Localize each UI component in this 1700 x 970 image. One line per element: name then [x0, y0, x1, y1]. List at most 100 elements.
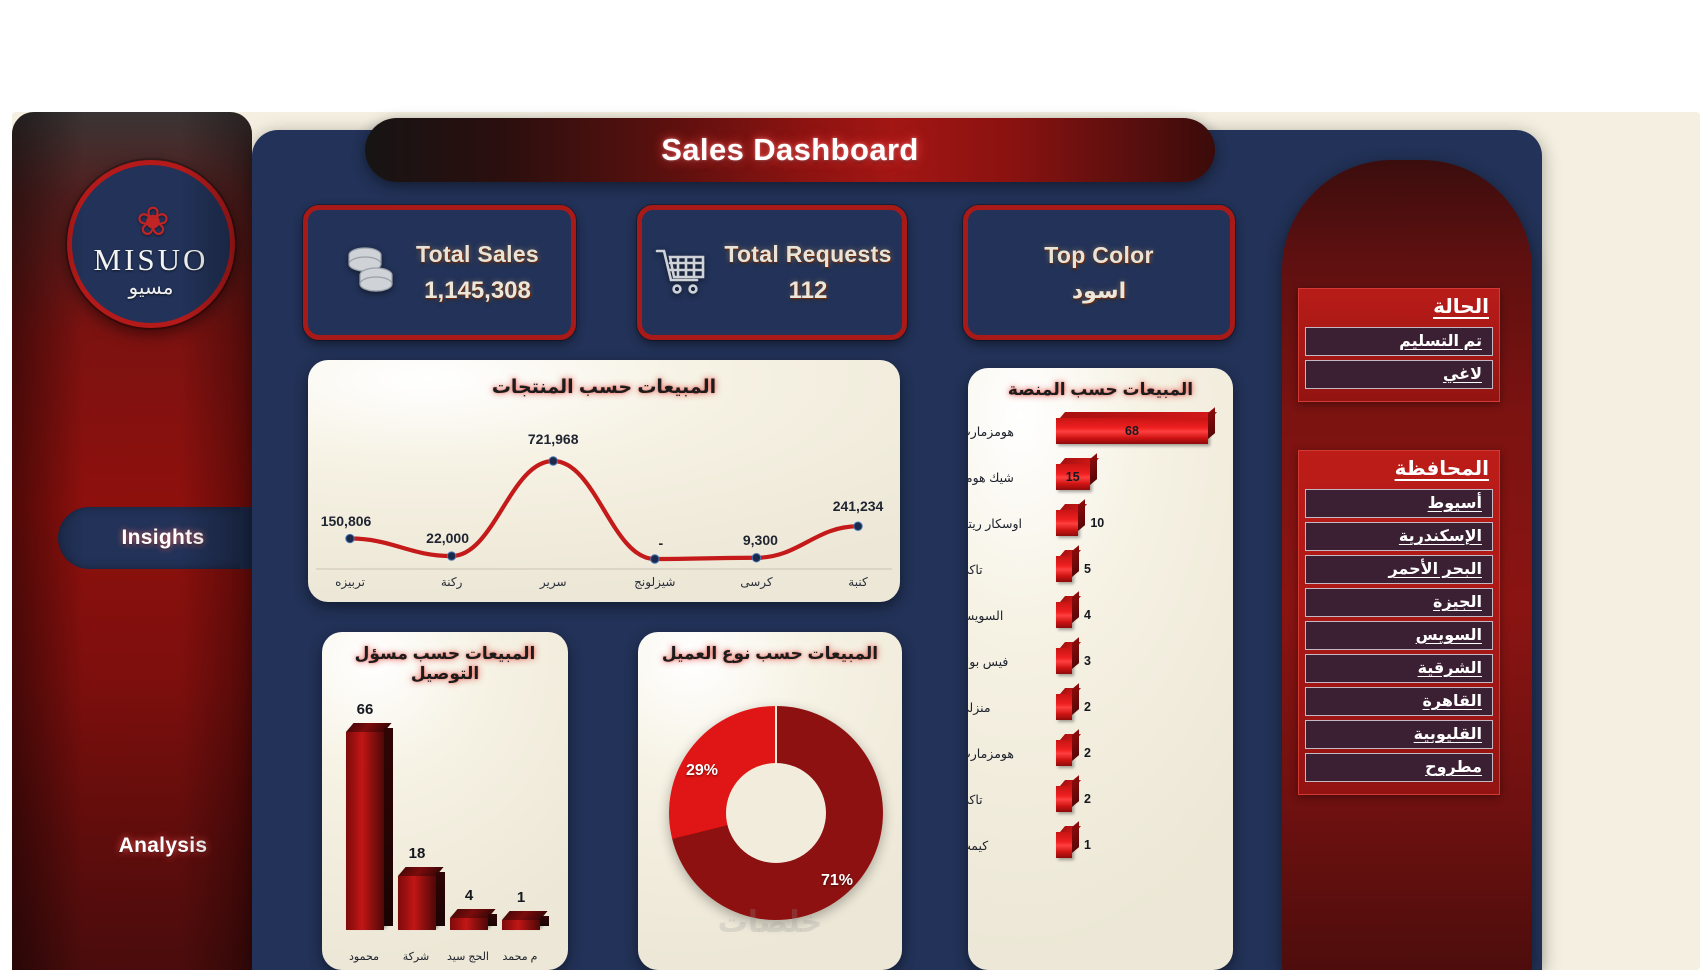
slicer-governorate-item-7[interactable]: القليوبية [1305, 720, 1493, 749]
kpi-label-total-sales: Total Sales [415, 240, 540, 267]
slicer-governorate-item-8[interactable]: مطروح [1305, 753, 1493, 782]
platform-row-8[interactable]: تاكى 2 [968, 776, 1233, 822]
platform-value-1: 15 [1065, 470, 1080, 484]
page-title-text: Sales Dashboard [661, 132, 919, 167]
donut-chart-plot: 29% 71% خلصات [638, 664, 902, 954]
platform-bar-7 [1056, 740, 1072, 766]
kpi-card-total-sales[interactable]: Total Sales 1,145,308 [303, 205, 576, 340]
kpi-value-total-requests: 112 [788, 276, 828, 304]
chart-sales-by-customer-type[interactable]: المبيعات حسب نوع العميل 29% 71% خلصات [638, 632, 902, 970]
slicer-status-title: الحالة [1433, 296, 1489, 318]
platform-bar-1: 15 [1056, 464, 1090, 490]
column-chart-plot: 66 محمود 18 شركة 4 الحج سيد 1 م محمد [322, 684, 568, 970]
platform-bar-6 [1056, 694, 1072, 720]
platform-bar-9 [1056, 832, 1072, 858]
platform-row-7[interactable]: هومزمارت 2 [968, 730, 1233, 776]
platform-label-5: فيس بوك [968, 654, 1009, 669]
line-chart-plot: 150,806 تربيزه 22,000 ركنة 721,968 سرير - شيزلو… [308, 399, 900, 599]
left-navigation-rail: ❀ MISUO مسيو Insights Analysis [12, 112, 252, 970]
column-category-3: م محمد [502, 951, 538, 964]
sidebar-item-analysis-label: Analysis [118, 834, 208, 857]
line-category-label-2: سرير [539, 575, 567, 589]
platform-value-9: 1 [1084, 838, 1091, 852]
column-category-0: محمود [349, 951, 379, 964]
brand-logo: ❀ MISUO مسيو [67, 160, 235, 328]
line-category-label-3: شيزلونج [634, 575, 676, 589]
platform-bar-2 [1056, 510, 1079, 536]
platform-label-0: هومزمارت [968, 424, 1014, 439]
chart-sales-by-product[interactable]: المبيعات حسب المنتجات 150,806 تربيزه 22,00… [308, 360, 900, 602]
slicer-status[interactable]: الحالة تم التسليم لاغي [1298, 288, 1500, 402]
sidebar-item-analysis[interactable]: Analysis [58, 815, 252, 877]
platform-row-2[interactable]: اوسكار ريتن 10 [968, 500, 1233, 546]
platform-label-2: اوسكار ريتن [968, 516, 1023, 531]
column-value-0: 66 [356, 701, 374, 718]
kpi-value-total-sales: 1,145,308 [424, 276, 531, 304]
platform-row-9[interactable]: كيمت 1 [968, 822, 1233, 868]
platform-value-3: 5 [1084, 562, 1091, 576]
platform-row-6[interactable]: منزلى 2 [968, 684, 1233, 730]
platform-row-5[interactable]: فيس بوك 3 [968, 638, 1233, 684]
column-side-0 [384, 728, 393, 926]
column-value-2: 4 [464, 887, 474, 904]
column-bar-1 [398, 876, 436, 930]
chart-sales-by-delivery-agent[interactable]: المبيعات حسب مسؤل التوصيل 66 محمود 18 شركة 4… [322, 632, 568, 970]
platform-label-9: كيمت [968, 838, 989, 853]
column-category-1: شركة [402, 951, 430, 964]
column-side-3 [540, 916, 549, 926]
line-point-label-2: 721,968 [527, 431, 579, 447]
brand-name-en: MISUO [93, 242, 209, 278]
kpi-card-total-requests[interactable]: Total Requests 112 [637, 205, 907, 340]
slicer-governorate-item-5[interactable]: الشرقية [1305, 654, 1493, 683]
column-value-3: 1 [516, 889, 526, 906]
filters-panel: الحالة تم التسليم لاغي المحافظة أسيوط الإس… [1282, 160, 1532, 970]
column-side-2 [488, 914, 497, 926]
donut-watermark: خلصات [717, 906, 823, 939]
platform-value-5: 3 [1084, 654, 1091, 668]
slicer-governorate-title: المحافظة [1394, 458, 1489, 480]
sidebar-item-insights[interactable]: Insights [58, 507, 252, 569]
donut-slice-label-29: 29% [686, 762, 719, 779]
platform-label-4: السويس [968, 608, 1004, 623]
sidebar-item-insights-label: Insights [121, 526, 205, 549]
donut-separator [775, 706, 777, 813]
chart-title-sales-by-customer-type: المبيعات حسب نوع العميل [661, 644, 879, 663]
line-point-label-0: 150,806 [320, 512, 372, 529]
platform-row-0[interactable]: هومزمارت 68 [968, 408, 1233, 454]
platform-value-7: 2 [1084, 746, 1091, 760]
chart-title-sales-by-platform: المبيعات حسب المنصة [1007, 380, 1194, 399]
platform-row-1[interactable]: شيك هومز 15 [968, 454, 1233, 500]
slicer-governorate-item-3[interactable]: الجيزة [1305, 588, 1493, 617]
platform-bar-3 [1056, 556, 1072, 582]
slicer-governorate-item-4[interactable]: السويس [1305, 621, 1493, 650]
platform-row-4[interactable]: السويس 4 [968, 592, 1233, 638]
slicer-governorate-item-0[interactable]: أسيوط [1305, 489, 1493, 518]
slicer-governorate-item-1[interactable]: الإسكندرية [1305, 522, 1493, 551]
brand-name-ar: مسيو [128, 276, 174, 299]
donut-slice-label-71: 71% [821, 872, 854, 889]
chart-title-sales-by-product: المبيعات حسب المنتجات [491, 377, 717, 398]
slicer-status-item-0[interactable]: تم التسليم [1305, 327, 1493, 356]
line-point-label-3: - [658, 535, 664, 551]
platform-label-8: تاكى [968, 792, 983, 807]
slicer-status-item-1[interactable]: لاغي [1305, 360, 1493, 389]
line-category-label-5: كنبة [848, 575, 868, 589]
line-point-label-1: 22,000 [426, 530, 470, 546]
page-title: Sales Dashboard [365, 118, 1215, 182]
line-point-label-5: 241,234 [832, 498, 884, 515]
platform-value-4: 4 [1084, 608, 1091, 622]
kpi-card-top-color[interactable]: Top Color اسود [963, 205, 1235, 340]
line-category-label-1: ركنة [440, 575, 463, 589]
platform-bar-4 [1056, 602, 1072, 628]
donut-ring [669, 706, 883, 920]
slicer-governorate[interactable]: المحافظة أسيوط الإسكندرية البحر الأحمر الجي… [1298, 450, 1500, 795]
platform-bar-0: 68 [1056, 418, 1208, 444]
slicer-governorate-item-2[interactable]: البحر الأحمر [1305, 555, 1493, 584]
chart-sales-by-platform[interactable]: المبيعات حسب المنصة هومزمارت 68 شيك هومز15… [968, 368, 1233, 970]
platform-label-3: تاكى [968, 562, 983, 577]
column-category-2: الحج سيد [447, 951, 489, 964]
platform-row-3[interactable]: تاكى 5 [968, 546, 1233, 592]
platform-bar-list: هومزمارت 68 شيك هومز 15 اوسكار ريتن 10 تاكى 5 ال… [968, 400, 1233, 960]
slicer-governorate-item-6[interactable]: القاهرة [1305, 687, 1493, 716]
